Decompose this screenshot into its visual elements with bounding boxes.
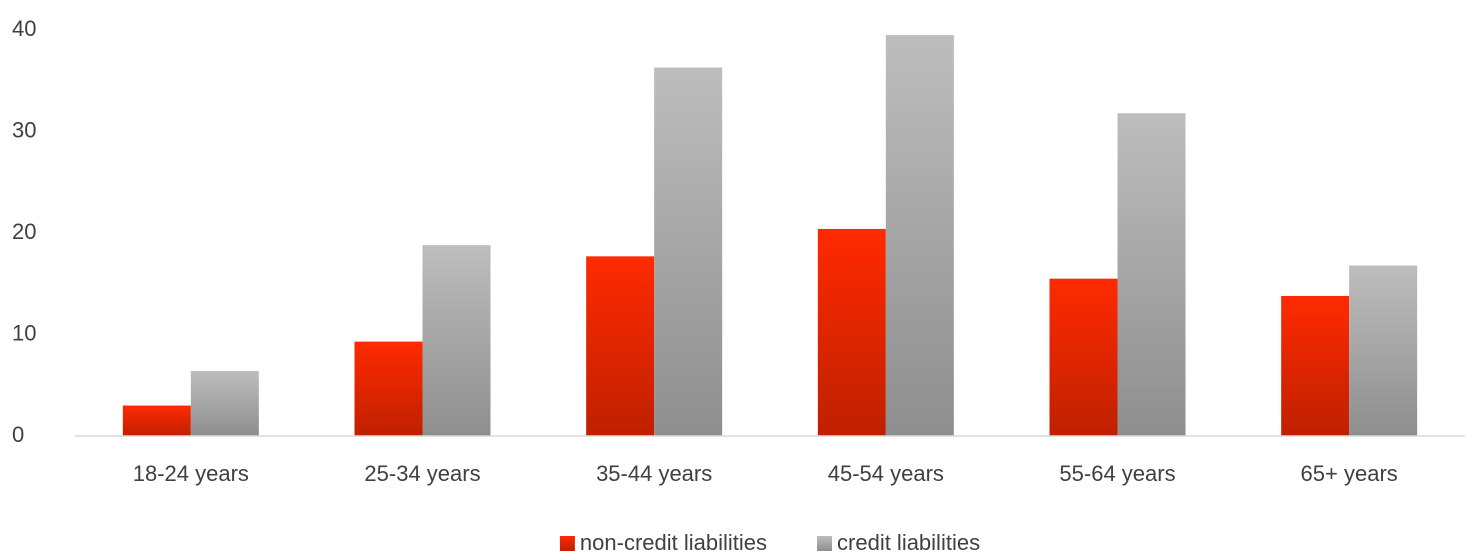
legend-label: credit liabilities (837, 530, 980, 553)
x-tick-label: 55-64 years (1059, 461, 1175, 486)
bar (190, 371, 259, 436)
bar (422, 245, 491, 436)
x-tick-label: 35-44 years (596, 461, 712, 486)
x-tick-label: 25-34 years (364, 461, 480, 486)
x-tick-label: 18-24 years (133, 461, 249, 486)
bar (654, 67, 723, 437)
bar (1117, 113, 1186, 436)
bar (354, 341, 423, 436)
y-tick-label: 10 (12, 320, 36, 345)
bar (1281, 295, 1350, 436)
bar (586, 256, 655, 436)
legend-swatch (817, 536, 833, 551)
x-tick-label: 45-54 years (828, 461, 944, 486)
y-tick-label: 20 (12, 219, 36, 244)
bar (885, 35, 954, 436)
y-tick-label: 40 (12, 16, 36, 41)
legend-label: non-credit liabilities (580, 530, 767, 553)
y-tick-label: 0 (12, 422, 24, 447)
bar (1049, 278, 1118, 436)
bar (1349, 265, 1418, 436)
bar (817, 228, 886, 436)
y-tick-label: 30 (12, 117, 36, 142)
x-tick-label: 65+ years (1301, 461, 1398, 486)
bar (122, 405, 191, 436)
legend-swatch (559, 536, 575, 551)
